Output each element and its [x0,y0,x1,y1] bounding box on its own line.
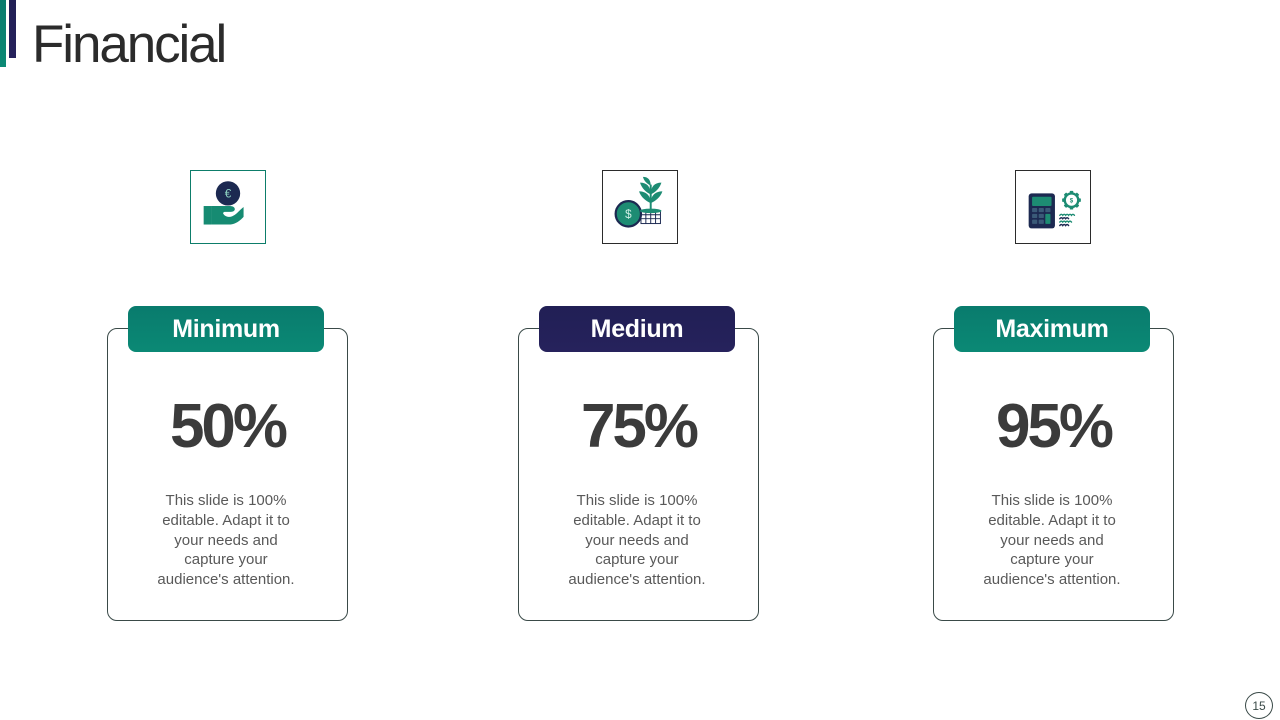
svg-text:€: € [225,188,232,201]
svg-text:$: $ [625,208,632,221]
svg-text:$: $ [1070,198,1074,205]
